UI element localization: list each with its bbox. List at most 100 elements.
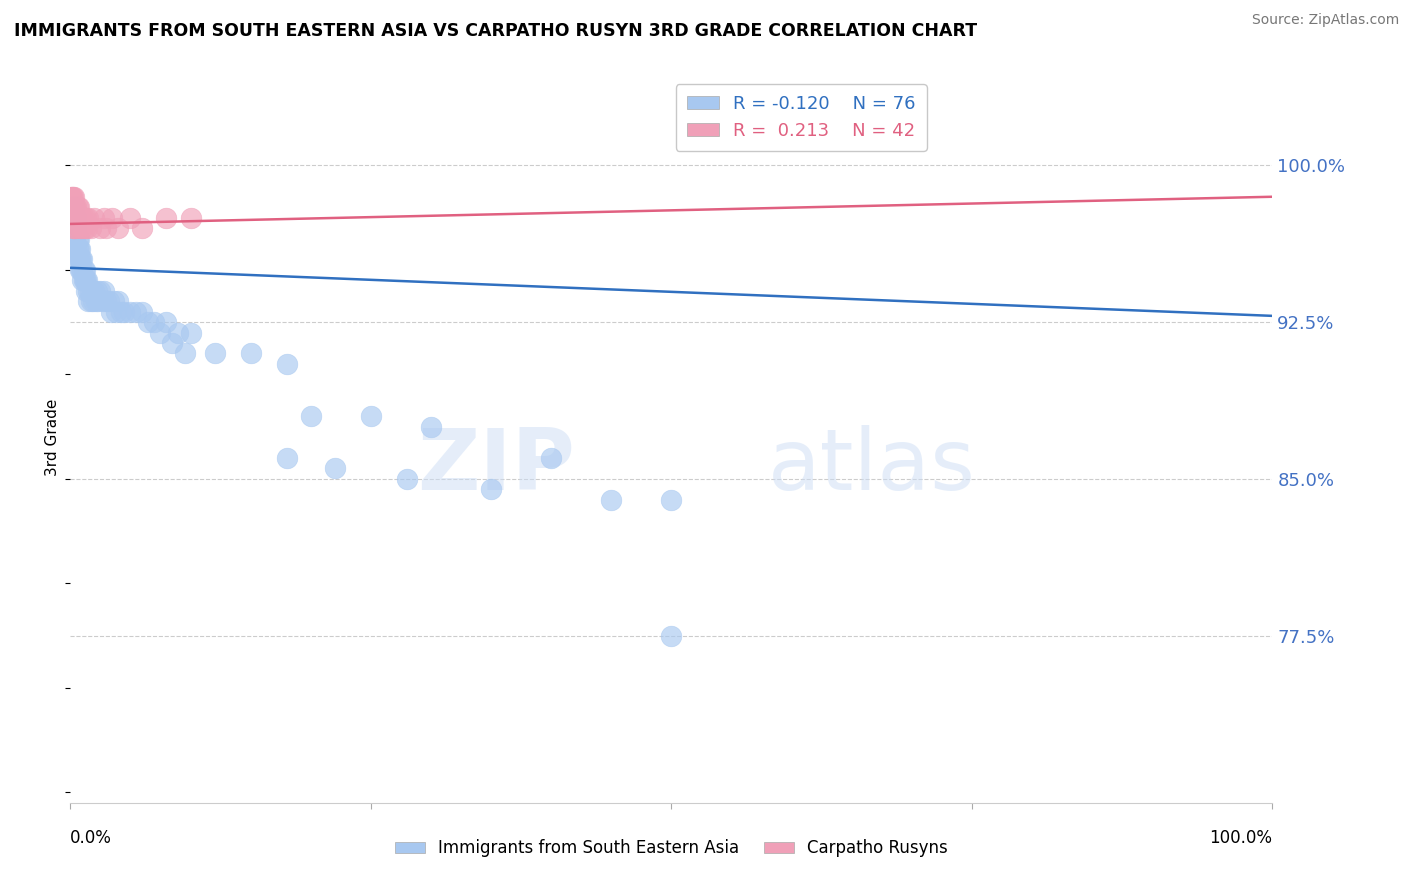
Point — [149, 326, 172, 340]
Point — [89, 221, 111, 235]
Point — [180, 211, 202, 225]
Point — [63, 190, 86, 204]
Point — [76, 221, 98, 235]
Point — [63, 221, 86, 235]
Point — [62, 221, 84, 235]
Point — [107, 221, 129, 235]
Point — [360, 409, 382, 424]
Point — [100, 304, 122, 318]
Point — [143, 315, 166, 329]
Point — [75, 211, 97, 225]
Point — [70, 252, 93, 267]
Point — [77, 284, 100, 298]
Point — [73, 273, 96, 287]
Point — [77, 211, 100, 225]
Point — [69, 221, 91, 235]
Point — [70, 211, 93, 225]
Point — [155, 315, 177, 329]
Point — [162, 336, 184, 351]
Point — [104, 304, 127, 318]
Point — [60, 211, 83, 225]
Point — [155, 211, 177, 225]
Point — [60, 200, 83, 214]
Point — [120, 304, 142, 318]
Point — [180, 326, 202, 340]
Point — [97, 294, 120, 309]
Point — [65, 200, 87, 214]
Point — [67, 242, 90, 256]
Point — [75, 273, 97, 287]
Point — [63, 211, 86, 225]
Point — [540, 450, 562, 465]
Point — [72, 211, 94, 225]
Point — [63, 221, 86, 235]
Point — [120, 211, 142, 225]
Point — [299, 409, 322, 424]
Point — [239, 346, 262, 360]
Point — [63, 200, 86, 214]
Point — [66, 231, 89, 245]
Point — [67, 252, 90, 267]
Point — [66, 242, 89, 256]
Point — [62, 221, 84, 235]
Point — [82, 294, 104, 309]
Point — [60, 190, 83, 204]
Point — [67, 211, 90, 225]
Point — [72, 252, 94, 267]
Point — [93, 284, 115, 298]
Point — [72, 221, 94, 235]
Point — [73, 263, 96, 277]
Point — [75, 284, 97, 298]
Point — [80, 221, 103, 235]
Point — [63, 211, 86, 225]
Point — [63, 211, 86, 225]
Point — [101, 211, 124, 225]
Point — [167, 326, 190, 340]
Point — [63, 200, 86, 214]
Point — [204, 346, 226, 360]
Point — [91, 294, 114, 309]
Point — [72, 273, 94, 287]
Point — [76, 273, 98, 287]
Point — [107, 294, 129, 309]
Point — [83, 211, 105, 225]
Point — [276, 450, 298, 465]
Point — [125, 304, 148, 318]
Text: 0.0%: 0.0% — [70, 829, 112, 847]
Point — [84, 294, 107, 309]
Point — [661, 629, 683, 643]
Point — [77, 294, 100, 309]
Point — [72, 211, 94, 225]
Point — [65, 221, 87, 235]
Point — [69, 252, 91, 267]
Point — [420, 419, 443, 434]
Text: ZIP: ZIP — [418, 425, 575, 508]
Point — [63, 200, 86, 214]
Point — [67, 231, 90, 245]
Point — [276, 357, 298, 371]
Point — [63, 231, 86, 245]
Point — [69, 242, 91, 256]
Point — [65, 221, 87, 235]
Point — [131, 304, 153, 318]
Text: IMMIGRANTS FROM SOUTH EASTERN ASIA VS CARPATHO RUSYN 3RD GRADE CORRELATION CHART: IMMIGRANTS FROM SOUTH EASTERN ASIA VS CA… — [14, 22, 977, 40]
Point — [72, 263, 94, 277]
Point — [69, 263, 91, 277]
Point — [63, 221, 86, 235]
Point — [60, 211, 83, 225]
Point — [138, 315, 160, 329]
Point — [96, 294, 118, 309]
Point — [110, 304, 132, 318]
Text: Source: ZipAtlas.com: Source: ZipAtlas.com — [1251, 13, 1399, 28]
Text: 100.0%: 100.0% — [1209, 829, 1272, 847]
Point — [103, 294, 125, 309]
Point — [67, 200, 90, 214]
Point — [72, 273, 94, 287]
Point — [62, 200, 84, 214]
Point — [73, 221, 96, 235]
Point — [479, 483, 502, 497]
Point — [79, 284, 101, 298]
Point — [80, 294, 103, 309]
Point — [62, 190, 84, 204]
Point — [66, 211, 89, 225]
